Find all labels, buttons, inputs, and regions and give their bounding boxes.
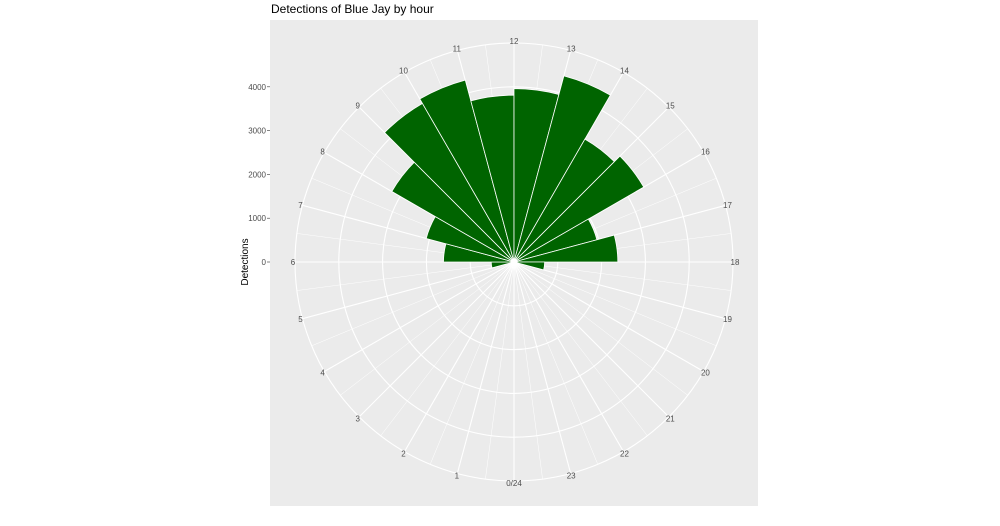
y-tick-label: 2000 — [248, 170, 266, 179]
grid-spoke-major — [513, 261, 704, 372]
hour-label: 20 — [701, 369, 710, 378]
y-ticks: 0 1000 2000 3000 4000 — [248, 83, 270, 267]
hour-label: 4 — [320, 369, 325, 378]
grid-spoke-minor — [429, 261, 515, 465]
grid-spoke-major — [513, 261, 572, 474]
hour-labels: 0/24123456789101112131415161718192021222… — [291, 37, 740, 488]
hour-label: 19 — [723, 315, 732, 324]
grid-spoke-minor — [513, 261, 717, 347]
grid-spoke-major — [358, 261, 515, 418]
hour-label: 12 — [510, 37, 519, 46]
hour-label: 21 — [666, 414, 675, 423]
grid-spoke-minor — [513, 261, 599, 465]
grid-spoke-minor — [513, 261, 688, 396]
hour-label: 8 — [320, 148, 325, 157]
hour-label: 16 — [701, 148, 710, 157]
grid-spoke-major — [513, 261, 726, 320]
hour-label: 15 — [666, 102, 675, 111]
bar-hour-15 — [513, 155, 645, 263]
hour-label: 7 — [298, 201, 303, 210]
hour-label: 9 — [356, 102, 361, 111]
grid-spoke-minor — [513, 261, 648, 436]
bar-hour-10 — [419, 79, 515, 263]
hour-label: 13 — [567, 45, 576, 54]
hour-label: 3 — [356, 414, 361, 423]
hour-label: 10 — [399, 67, 408, 76]
hour-label: 11 — [453, 45, 462, 54]
bars — [383, 75, 645, 271]
grid-spoke-major — [456, 261, 515, 474]
y-tick-label: 0 — [262, 258, 267, 267]
grid-spoke-minor — [485, 261, 515, 480]
grid-spoke-minor — [311, 261, 515, 347]
hour-label: 23 — [567, 471, 576, 480]
hour-label: 2 — [401, 449, 406, 458]
hour-label: 22 — [620, 449, 629, 458]
bar-hour-18 — [513, 261, 546, 271]
y-tick-label: 1000 — [248, 214, 266, 223]
grid-spoke-minor — [380, 261, 515, 436]
y-tick-label: 3000 — [248, 127, 266, 136]
hour-label: 0/24 — [506, 479, 522, 488]
center-dot — [511, 259, 517, 265]
hour-label: 18 — [731, 258, 740, 267]
grid-spoke-minor — [513, 261, 732, 291]
grid-spoke-major — [302, 261, 515, 320]
hour-label: 17 — [723, 201, 732, 210]
hour-label: 1 — [455, 471, 460, 480]
grid-spoke-major — [404, 261, 515, 452]
chart-title: Detections of Blue Jay by hour — [271, 2, 434, 16]
bar-hour-17 — [513, 234, 619, 263]
hour-label: 14 — [620, 67, 629, 76]
grid-spoke-major — [513, 261, 670, 418]
grid-spoke-major — [513, 261, 624, 452]
bar-hour-13 — [513, 75, 611, 263]
y-axis-label: Detections — [240, 238, 251, 285]
y-tick-label: 4000 — [248, 83, 266, 92]
grid-spoke-minor — [296, 261, 515, 291]
grid-spoke-minor — [513, 261, 543, 480]
hour-label: 6 — [291, 258, 296, 267]
grid-spoke-major — [324, 261, 515, 372]
hour-label: 5 — [298, 315, 303, 324]
grid-spoke-minor — [340, 261, 515, 396]
